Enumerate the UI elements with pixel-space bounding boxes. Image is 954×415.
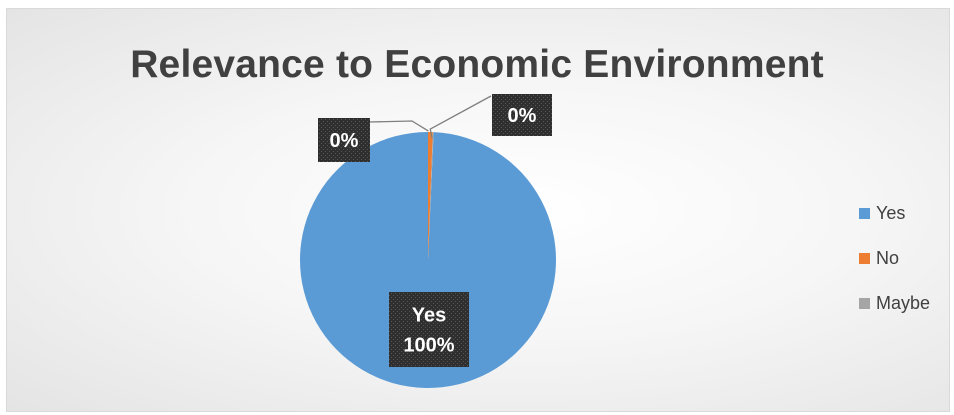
legend-label-yes: Yes — [876, 203, 906, 223]
pie-chart: Yes 100% 0% 0% — [299, 94, 556, 388]
data-label-text-no-0: 0% — [508, 105, 537, 127]
legend-item-no: No — [859, 247, 930, 270]
pie-slice-yes — [299, 132, 556, 388]
pie-slice-maybe — [428, 132, 434, 260]
leader-line-no — [429, 95, 492, 139]
legend-label-no: No — [876, 248, 900, 268]
data-label-box-maybe — [318, 118, 370, 162]
legend-swatch-yes — [859, 208, 870, 219]
data-label-box-no — [492, 94, 552, 136]
legend-swatch-maybe — [859, 298, 870, 309]
legend: Yes No Maybe — [859, 202, 930, 337]
legend-label-maybe: Maybe — [876, 293, 931, 313]
data-label-maybe: 0% — [318, 118, 370, 162]
data-label-yes: Yes 100% — [389, 292, 469, 367]
legend-item-maybe: Maybe — [859, 292, 930, 315]
chart-area: Relevance to Economic Environment Yes 100… — [6, 8, 950, 412]
chart-title: Relevance to Economic Environment — [130, 43, 824, 86]
data-label-no: 0% — [492, 94, 552, 136]
legend-swatch-no — [859, 253, 870, 264]
data-label-text-yes-1: 100% — [403, 335, 454, 357]
legend-item-yes: Yes — [859, 202, 930, 225]
leader-line-maybe — [368, 120, 429, 132]
pie-slice-no — [428, 132, 433, 260]
data-label-text-yes-0: Yes — [412, 305, 446, 327]
data-label-text-maybe-0: 0% — [330, 130, 359, 152]
data-label-box-yes — [389, 292, 469, 367]
